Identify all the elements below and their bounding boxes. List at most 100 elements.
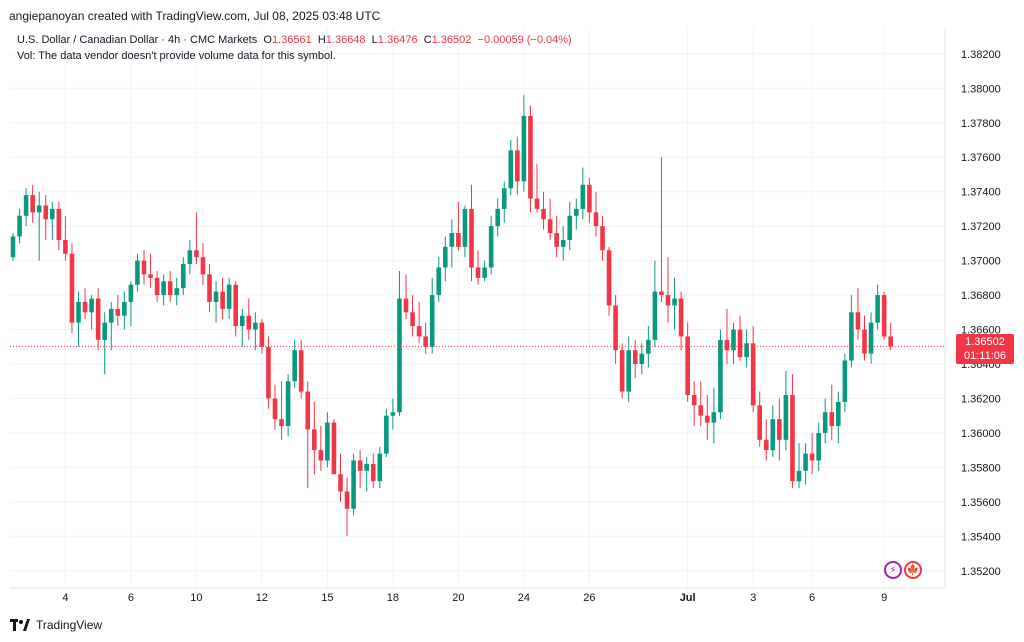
- candle[interactable]: [56, 202, 62, 251]
- candle[interactable]: [737, 315, 743, 361]
- candle[interactable]: [115, 295, 121, 327]
- candle[interactable]: [619, 343, 625, 399]
- candle[interactable]: [239, 308, 245, 347]
- candle[interactable]: [541, 191, 546, 230]
- candle[interactable]: [148, 253, 153, 289]
- candle[interactable]: [154, 270, 160, 302]
- candle[interactable]: [574, 198, 579, 230]
- candle[interactable]: [181, 257, 186, 296]
- candle[interactable]: [456, 202, 461, 251]
- candle[interactable]: [279, 381, 284, 440]
- candle[interactable]: [501, 181, 507, 223]
- candle[interactable]: [246, 298, 252, 340]
- candle[interactable]: [639, 343, 645, 375]
- candle[interactable]: [429, 277, 435, 354]
- candle[interactable]: [554, 215, 559, 258]
- candle[interactable]: [141, 250, 147, 285]
- candle[interactable]: [76, 291, 81, 347]
- candle[interactable]: [253, 312, 258, 351]
- candle[interactable]: [567, 202, 573, 251]
- candle[interactable]: [161, 274, 166, 306]
- candle[interactable]: [691, 381, 697, 427]
- candle[interactable]: [23, 188, 29, 227]
- candle[interactable]: [108, 301, 114, 351]
- candle[interactable]: [50, 202, 55, 240]
- candle[interactable]: [534, 164, 540, 213]
- candles-layer[interactable]: [10, 95, 893, 537]
- candle[interactable]: [384, 408, 389, 458]
- candle[interactable]: [868, 312, 874, 364]
- candle[interactable]: [10, 233, 16, 261]
- candle[interactable]: [646, 326, 651, 368]
- candle[interactable]: [331, 419, 337, 475]
- candle[interactable]: [862, 315, 867, 361]
- candle[interactable]: [63, 215, 68, 261]
- candle[interactable]: [475, 250, 481, 285]
- candle[interactable]: [187, 239, 193, 275]
- candle[interactable]: [207, 264, 212, 313]
- candle[interactable]: [750, 326, 756, 413]
- candle[interactable]: [351, 453, 356, 516]
- lightning-icon[interactable]: ⚡: [884, 561, 902, 579]
- candle[interactable]: [528, 105, 533, 213]
- candle[interactable]: [744, 329, 749, 368]
- candle[interactable]: [718, 329, 723, 420]
- candle[interactable]: [796, 443, 802, 489]
- candle[interactable]: [587, 177, 592, 223]
- candle[interactable]: [194, 212, 199, 265]
- candle[interactable]: [547, 198, 553, 240]
- candle[interactable]: [325, 412, 330, 468]
- candle[interactable]: [403, 274, 409, 320]
- candle[interactable]: [436, 257, 442, 302]
- candle[interactable]: [266, 336, 271, 409]
- candle[interactable]: [613, 295, 618, 364]
- candle[interactable]: [135, 253, 140, 292]
- candle[interactable]: [606, 246, 612, 316]
- candle[interactable]: [822, 398, 828, 444]
- candle[interactable]: [803, 443, 808, 485]
- candle[interactable]: [515, 136, 520, 196]
- candle[interactable]: [482, 260, 487, 282]
- candle[interactable]: [357, 450, 363, 489]
- candle[interactable]: [705, 395, 710, 440]
- candle[interactable]: [842, 353, 848, 413]
- candle[interactable]: [89, 295, 94, 330]
- candle[interactable]: [102, 312, 107, 375]
- candle[interactable]: [665, 257, 671, 323]
- candle[interactable]: [626, 336, 631, 402]
- candle[interactable]: [200, 243, 206, 285]
- candle[interactable]: [30, 184, 35, 223]
- candle[interactable]: [213, 281, 219, 323]
- candle[interactable]: [312, 401, 317, 475]
- candle[interactable]: [783, 370, 789, 451]
- candle[interactable]: [875, 284, 880, 330]
- candle[interactable]: [757, 391, 762, 447]
- candle[interactable]: [443, 236, 448, 282]
- candle[interactable]: [816, 422, 821, 471]
- candle[interactable]: [272, 384, 278, 430]
- candle[interactable]: [36, 191, 42, 261]
- candle[interactable]: [128, 281, 134, 327]
- candle[interactable]: [488, 215, 494, 275]
- candle[interactable]: [377, 446, 383, 489]
- candle[interactable]: [285, 374, 291, 437]
- candle[interactable]: [292, 339, 297, 389]
- candle[interactable]: [777, 398, 782, 461]
- candle[interactable]: [809, 432, 815, 475]
- candle[interactable]: [122, 291, 127, 330]
- candle[interactable]: [370, 453, 376, 489]
- candle[interactable]: [580, 167, 586, 220]
- price-axis[interactable]: 1.38200 1.38000 1.37800 1.37600 1.37400 1.372…: [961, 49, 1001, 578]
- candle[interactable]: [711, 388, 717, 444]
- candle[interactable]: [17, 208, 22, 244]
- candle[interactable]: [233, 281, 238, 337]
- candle[interactable]: [462, 205, 468, 258]
- candle[interactable]: [390, 398, 396, 430]
- canada-flag-icon[interactable]: 🍁: [904, 561, 922, 579]
- candle[interactable]: [226, 277, 232, 320]
- candle[interactable]: [678, 291, 684, 351]
- symbol-title[interactable]: U.S. Dollar / Canadian Dollar · 4h · CMC…: [17, 34, 258, 46]
- candle[interactable]: [521, 95, 527, 192]
- candle[interactable]: [82, 288, 88, 320]
- candle[interactable]: [344, 477, 350, 537]
